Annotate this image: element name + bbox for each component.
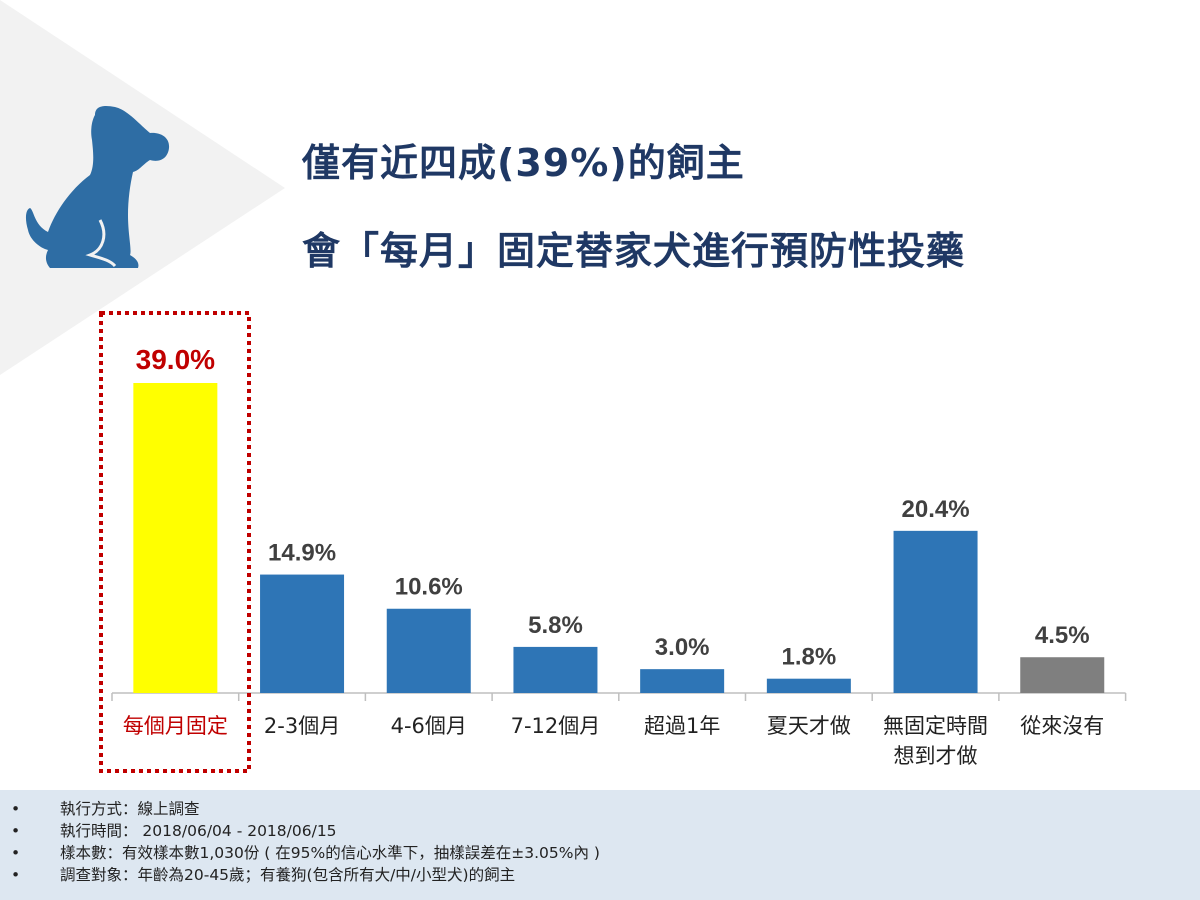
note-sample: • 樣本數：有效樣本數1,030份 ( 在95%的信心水準下，抽樣誤差在±3.05…: [0, 842, 1200, 864]
bar: [640, 669, 725, 693]
bar: [513, 646, 598, 693]
note-text: 執行時間： 2018/06/04 - 2018/06/15: [60, 822, 337, 840]
bar: [260, 574, 345, 693]
data-label: 14.9%: [268, 540, 336, 567]
category-label: 7-12個月: [511, 714, 601, 738]
category-label: 每個月固定: [123, 714, 228, 738]
bullet: •: [11, 844, 21, 862]
data-label: 4.5%: [1035, 622, 1090, 649]
data-label: 1.8%: [781, 644, 836, 671]
bullet: •: [11, 800, 21, 818]
category-label: 2-3個月: [264, 714, 340, 738]
note-target: • 調查對象：年齡為20-45歲；有養狗(包含所有大/中/小型犬)的飼主: [0, 864, 1200, 886]
note-period: • 執行時間： 2018/06/04 - 2018/06/15: [0, 820, 1200, 842]
category-label: 從來沒有: [1020, 714, 1104, 738]
data-label: 20.4%: [902, 496, 970, 523]
bar-chart: 39.0% 每個月固定 14.9% 2-3個月 10.6% 4-6個月 5.8% 7-12個月…: [99, 311, 1127, 773]
data-label: 3.0%: [655, 634, 710, 661]
category-label: 超過1年: [644, 714, 720, 738]
bullet: •: [11, 866, 21, 884]
bar: [893, 530, 978, 693]
survey-notes: • 執行方式：線上調查 • 執行時間： 2018/06/04 - 2018/06/1…: [0, 790, 1200, 900]
highlight-box: [99, 311, 251, 773]
title-line-1: 僅有近四成(39%)的飼主: [302, 141, 745, 185]
category-label: 4-6個月: [391, 714, 467, 738]
background-triangle: [0, 0, 285, 375]
bullet: •: [11, 822, 21, 840]
bar: [766, 678, 851, 693]
bar: [386, 608, 471, 693]
data-label: 10.6%: [395, 574, 463, 601]
note-method: • 執行方式：線上調查: [0, 798, 1200, 820]
title-line-2: 會「每月」固定替家犬進行預防性投藥: [302, 229, 966, 273]
bar: [1020, 657, 1105, 693]
category-label: 無固定時間: [883, 714, 988, 738]
data-label: 5.8%: [528, 612, 583, 639]
note-text: 執行方式：線上調查: [60, 800, 200, 818]
data-label: 39.0%: [136, 344, 215, 375]
bar: [133, 383, 218, 693]
dog-icon: [25, 105, 170, 268]
note-text: 調查對象：年齡為20-45歲；有養狗(包含所有大/中/小型犬)的飼主: [60, 866, 516, 884]
category-label: 夏天才做: [767, 714, 851, 738]
note-text: 樣本數：有效樣本數1,030份 ( 在95%的信心水準下，抽樣誤差在±3.05%…: [60, 844, 600, 862]
category-label: 想到才做: [894, 744, 978, 768]
